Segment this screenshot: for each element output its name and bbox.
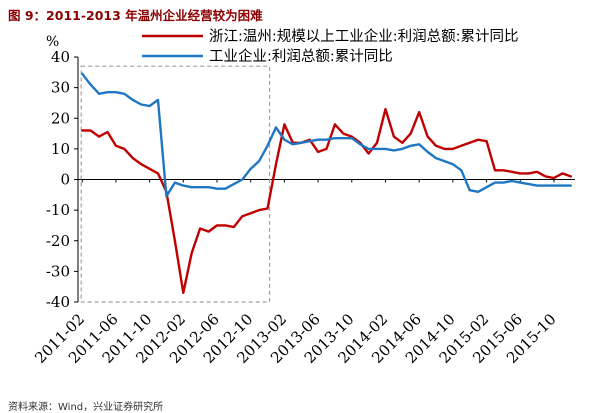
legend-label-1: 浙江:温州:规模以上工业企业:利润总额:累计同比: [209, 27, 519, 45]
figure-title: 图 9：2011-2013 年温州企业经营较为困难: [8, 8, 263, 23]
y-tick-label: -30: [46, 262, 70, 280]
highlight-box-layer: [80, 65, 271, 303]
y-tick-label: 10: [51, 140, 70, 158]
legend-label-2: 工业企业:利润总额:累计同比: [209, 47, 393, 65]
y-axis-unit-label: %: [46, 34, 59, 50]
y-tick-label: 40: [51, 48, 70, 66]
series-lines: [80, 72, 572, 294]
series-line-2: [80, 72, 572, 198]
y-tick-label: -10: [46, 201, 70, 219]
y-tick-label: 0: [60, 171, 70, 189]
highlight-dashed-box: [80, 65, 271, 303]
y-tick-label: 20: [51, 109, 70, 127]
chart-axes: -40-30-20-10010203040%2011-022011-062011…: [31, 34, 575, 367]
source-note: 资料来源：Wind，兴业证券研究所: [8, 402, 164, 413]
y-tick-label: -20: [46, 232, 70, 250]
series-line-1: [80, 107, 572, 294]
y-tick-label: 30: [51, 79, 70, 97]
y-tick-label: -40: [46, 293, 70, 311]
